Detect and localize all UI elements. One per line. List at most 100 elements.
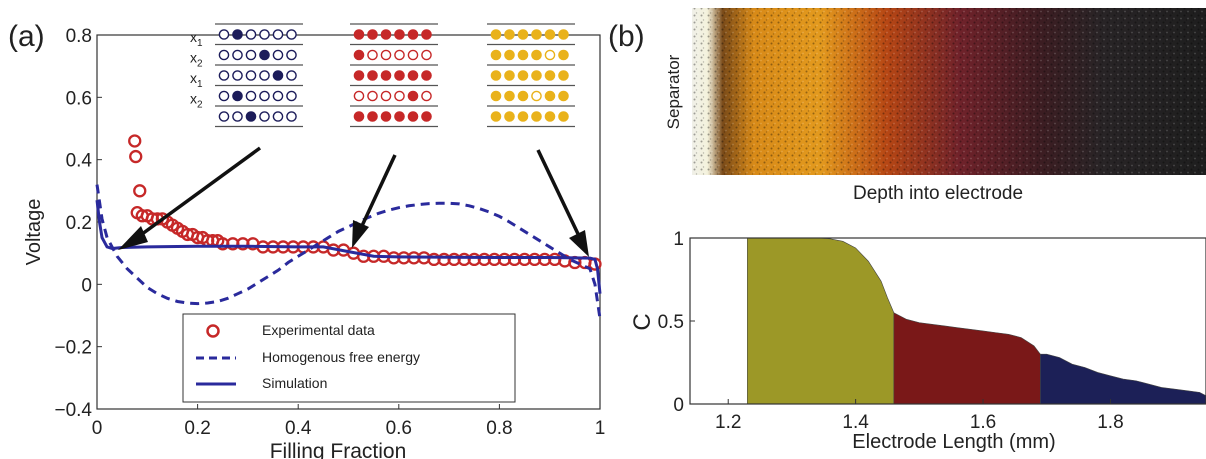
lattice-site	[353, 29, 365, 40]
lattice-site	[367, 29, 378, 40]
voltage-chart: −0.4 −0.2 0 0.2 0.4 0.6 0.8 0 0.2 0.4 0.6 0.8 1 Fil…	[23, 23, 606, 459]
lattice-site	[259, 111, 270, 122]
x-tick-label: 0	[92, 418, 103, 439]
concentration-chart: 0 0.5 1 1.2 1.4 1.6 1.8 Electrode Length (mm)…	[629, 229, 1206, 453]
lattice-site	[245, 70, 257, 81]
y-tick-label: −0.4	[54, 400, 92, 421]
y-tick-label-b: 0	[673, 395, 684, 416]
lattice-site	[259, 29, 270, 40]
lattice-site	[558, 49, 569, 61]
micrograph-texture	[692, 8, 1206, 175]
lattice-site	[504, 70, 515, 81]
concentration-region-3	[1040, 353, 1206, 405]
lattice-site	[367, 49, 378, 61]
y-tick-label: 0.6	[66, 88, 92, 109]
free-energy-line	[95, 184, 602, 319]
lattice-site	[490, 90, 502, 102]
x-axis-label: Filling Fraction	[270, 440, 407, 459]
lattice-site	[232, 70, 243, 81]
lattice-site	[517, 29, 529, 40]
lattice-site	[380, 90, 392, 102]
lattice-site	[421, 49, 432, 61]
legend-label-free-energy: Homogenous free energy	[262, 349, 420, 365]
x-axis-label-b: Electrode Length (mm)	[852, 431, 1055, 453]
x-tick-label-b: 1.4	[842, 412, 869, 433]
lattice-site	[367, 70, 378, 81]
y-tick-label: 0.2	[66, 213, 92, 234]
lattice-site	[286, 29, 297, 40]
lattice-row-label: x2	[190, 50, 203, 70]
arrow-1	[136, 146, 262, 239]
lattice-site	[272, 49, 284, 61]
lattice-site	[232, 29, 243, 40]
y-axis-label: Voltage	[23, 199, 45, 266]
lattice-site	[218, 111, 230, 122]
lattice-site	[286, 49, 297, 61]
arrow-3-head	[569, 230, 589, 257]
lattice-site	[544, 111, 556, 122]
lattice-site	[490, 70, 502, 81]
lattice-site	[421, 29, 432, 40]
lattice-site	[504, 49, 515, 61]
arrow-2	[359, 154, 397, 229]
lattice-site	[245, 90, 257, 102]
panel-a-label: (a)	[8, 20, 45, 53]
arrow-3	[536, 149, 581, 237]
lattice-site	[380, 70, 392, 81]
lattice-site	[272, 70, 284, 81]
lattice-site	[245, 49, 257, 61]
y-tick-label: −0.2	[54, 338, 92, 359]
lattice-site	[232, 90, 243, 102]
x-tick-label-b: 1.8	[1097, 412, 1123, 433]
separator-label: Separator	[664, 54, 683, 129]
y-tick-label-b: 0.5	[658, 312, 684, 333]
lattice-site	[558, 29, 569, 40]
lattice-site	[353, 90, 365, 102]
lattice-site	[421, 90, 432, 102]
electrode-micrograph: Separator Depth into electrode	[664, 8, 1206, 204]
y-axis-label-b: C	[629, 313, 656, 330]
arrow-2-head	[352, 220, 369, 248]
y-tick-label: 0.4	[66, 151, 93, 172]
lattice-site	[286, 90, 297, 102]
lattice-site	[531, 111, 542, 122]
lattice-site	[558, 90, 569, 102]
x-tick-label: 0.2	[184, 418, 210, 439]
legend: Experimental data Homogenous free energy…	[182, 313, 516, 403]
lattice-site	[558, 111, 569, 122]
concentration-region-1	[747, 237, 895, 405]
lattice-site	[218, 49, 230, 61]
lattice-site	[394, 49, 405, 61]
lattice-site	[421, 111, 432, 122]
lattice-site	[394, 90, 405, 102]
lattice-site	[259, 49, 270, 61]
lattice-site	[407, 49, 419, 61]
lattice-site	[353, 70, 365, 81]
lattice-group-2	[350, 23, 438, 128]
y-tick-label-b: 1	[673, 229, 684, 250]
micrograph-caption: Depth into electrode	[853, 183, 1023, 204]
x-tick-label: 1	[595, 418, 606, 439]
lattice-site	[218, 70, 230, 81]
x-tick-label: 0.8	[486, 418, 512, 439]
lattice-site	[218, 29, 230, 40]
lattice-site	[380, 29, 392, 40]
lattice-site	[232, 49, 243, 61]
lattice-site	[517, 111, 529, 122]
lattice-row-label: x1	[190, 29, 203, 49]
experimental-data-series	[128, 134, 602, 271]
lattice-site	[353, 111, 365, 122]
lattice-site	[531, 49, 542, 61]
legend-box	[182, 313, 516, 403]
panel-b-label: (b)	[608, 20, 645, 53]
lattice-site	[531, 29, 542, 40]
x-tick-label-b: 1.2	[715, 412, 741, 433]
lattice-site	[504, 29, 515, 40]
lattice-site	[517, 90, 529, 102]
lattice-site	[272, 111, 284, 122]
lattice-site	[544, 90, 556, 102]
lattice-group-1	[215, 23, 303, 128]
lattice-site	[517, 70, 529, 81]
